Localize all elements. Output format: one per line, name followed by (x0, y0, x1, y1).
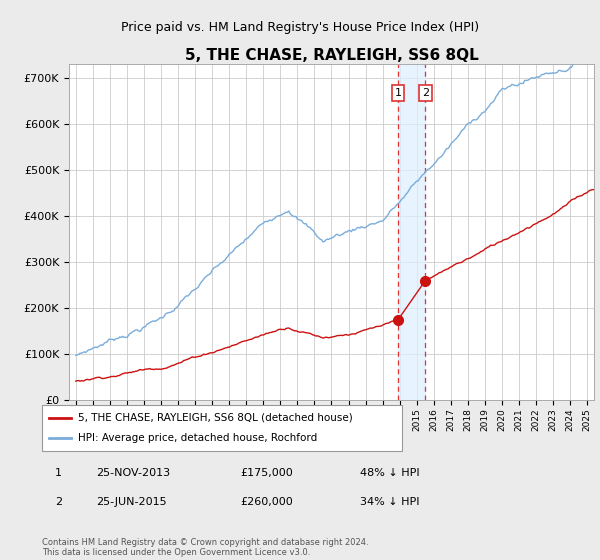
Text: £260,000: £260,000 (240, 497, 293, 507)
Text: 2: 2 (422, 88, 429, 98)
Text: Contains HM Land Registry data © Crown copyright and database right 2024.
This d: Contains HM Land Registry data © Crown c… (42, 538, 368, 557)
Text: 1: 1 (55, 468, 62, 478)
Text: 25-JUN-2015: 25-JUN-2015 (96, 497, 167, 507)
Text: 5, THE CHASE, RAYLEIGH, SS6 8QL (detached house): 5, THE CHASE, RAYLEIGH, SS6 8QL (detache… (78, 413, 353, 423)
Text: 1: 1 (394, 88, 401, 98)
Text: 2: 2 (55, 497, 62, 507)
Text: 25-NOV-2013: 25-NOV-2013 (96, 468, 170, 478)
FancyBboxPatch shape (42, 405, 402, 451)
Text: Price paid vs. HM Land Registry's House Price Index (HPI): Price paid vs. HM Land Registry's House … (121, 21, 479, 34)
Text: HPI: Average price, detached house, Rochford: HPI: Average price, detached house, Roch… (78, 433, 317, 443)
Title: 5, THE CHASE, RAYLEIGH, SS6 8QL: 5, THE CHASE, RAYLEIGH, SS6 8QL (185, 48, 478, 63)
Text: 48% ↓ HPI: 48% ↓ HPI (360, 468, 419, 478)
Text: £175,000: £175,000 (240, 468, 293, 478)
Text: 34% ↓ HPI: 34% ↓ HPI (360, 497, 419, 507)
